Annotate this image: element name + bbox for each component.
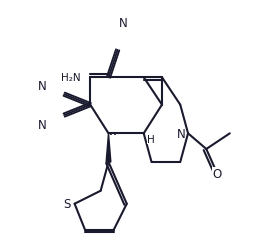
Text: N: N	[38, 118, 46, 131]
Text: N: N	[38, 79, 46, 92]
Text: H₂N: H₂N	[61, 73, 81, 83]
Polygon shape	[106, 134, 111, 162]
Text: N: N	[176, 127, 185, 140]
Text: H: H	[147, 134, 155, 144]
Text: N: N	[119, 17, 127, 30]
Text: O: O	[212, 168, 221, 180]
Text: S: S	[63, 198, 70, 210]
